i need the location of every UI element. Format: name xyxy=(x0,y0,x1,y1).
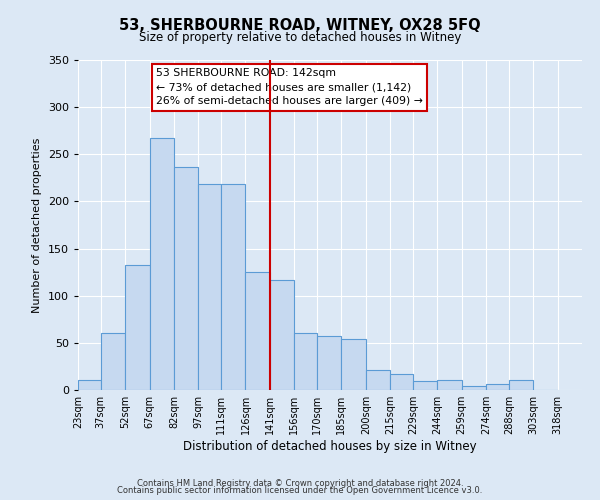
Text: 53 SHERBOURNE ROAD: 142sqm
← 73% of detached houses are smaller (1,142)
26% of s: 53 SHERBOURNE ROAD: 142sqm ← 73% of deta… xyxy=(156,68,423,106)
X-axis label: Distribution of detached houses by size in Witney: Distribution of detached houses by size … xyxy=(183,440,477,453)
Bar xyxy=(437,380,461,390)
Y-axis label: Number of detached properties: Number of detached properties xyxy=(32,138,42,312)
Bar xyxy=(509,380,533,390)
Bar xyxy=(341,339,366,390)
Text: Contains HM Land Registry data © Crown copyright and database right 2024.: Contains HM Land Registry data © Crown c… xyxy=(137,478,463,488)
Bar xyxy=(270,280,294,390)
Bar xyxy=(221,184,245,390)
Bar xyxy=(461,386,486,390)
Text: Contains public sector information licensed under the Open Government Licence v3: Contains public sector information licen… xyxy=(118,486,482,495)
Bar xyxy=(78,380,101,390)
Bar xyxy=(149,138,174,390)
Bar xyxy=(174,168,199,390)
Bar xyxy=(390,374,413,390)
Text: 53, SHERBOURNE ROAD, WITNEY, OX28 5FQ: 53, SHERBOURNE ROAD, WITNEY, OX28 5FQ xyxy=(119,18,481,32)
Bar xyxy=(101,334,125,390)
Bar xyxy=(413,380,437,390)
Bar xyxy=(317,336,341,390)
Bar xyxy=(486,384,509,390)
Text: Size of property relative to detached houses in Witney: Size of property relative to detached ho… xyxy=(139,31,461,44)
Bar xyxy=(125,264,149,390)
Bar xyxy=(245,272,270,390)
Bar xyxy=(366,370,390,390)
Bar xyxy=(199,184,221,390)
Bar xyxy=(294,334,317,390)
